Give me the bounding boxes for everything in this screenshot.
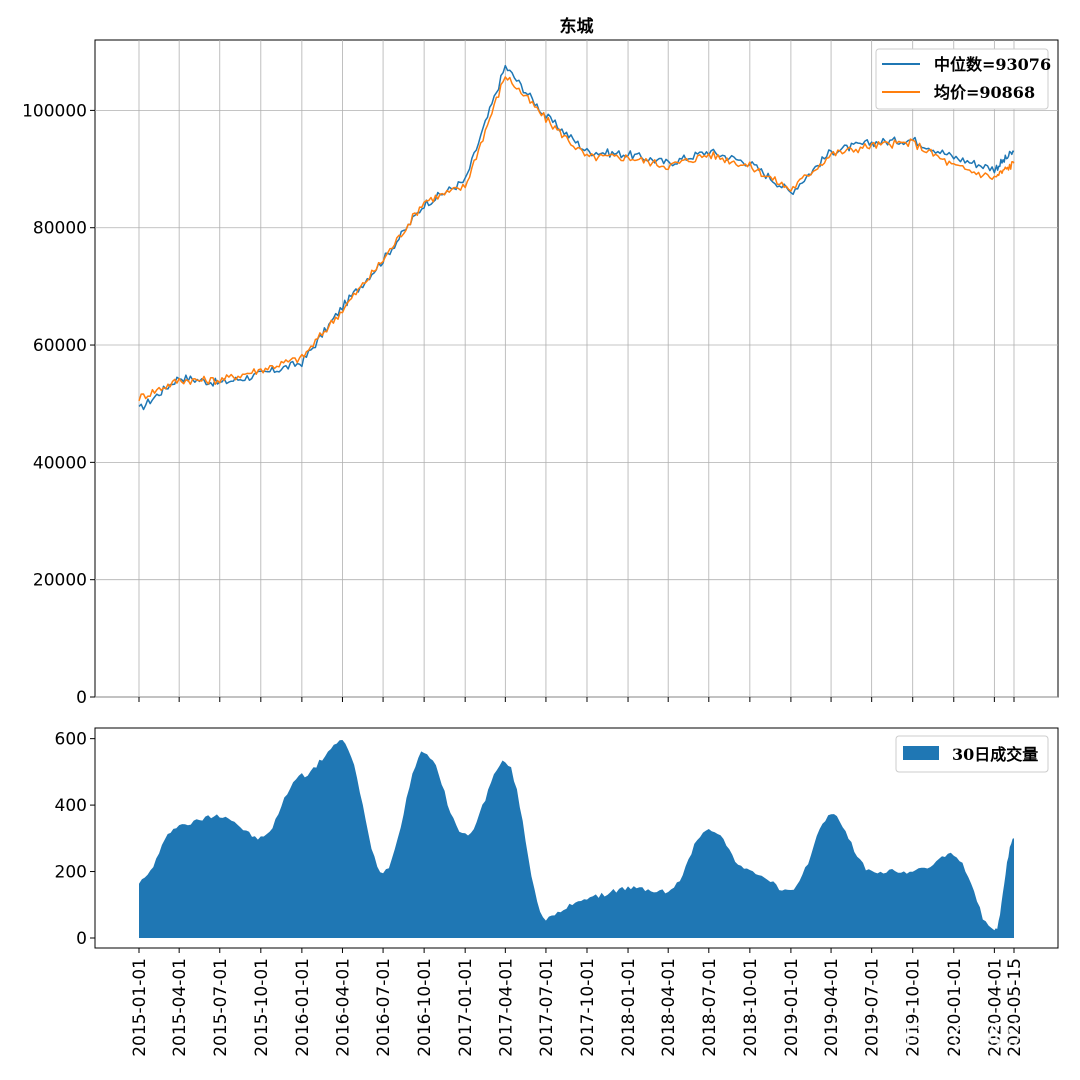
x-tick-label: 2015-10-01 <box>252 958 272 1057</box>
x-tick-label: 2019-01-01 <box>782 958 802 1057</box>
x-tick-label: 2015-04-01 <box>170 958 190 1057</box>
series-line-median <box>138 64 1015 411</box>
x-tick-label: 2016-04-01 <box>333 958 353 1057</box>
x-tick-label: 2017-01-01 <box>456 958 476 1057</box>
price-chart: 0 20000 40000 60000 80000 100000 东城 中位数=93076… <box>22 16 1059 708</box>
volume-chart-x-axis: 2015-01-01 2015-04-01 2015-07-01 2015-10-01… <box>130 948 1025 1057</box>
x-tick-label: 2018-10-01 <box>741 958 761 1057</box>
price-chart-legend: 中位数=93076 均价=90868 <box>875 48 1051 110</box>
x-tick-label: 2020-01-01 <box>945 958 965 1057</box>
y-tick-label: 0 <box>76 929 87 949</box>
x-tick-label: 2019-07-01 <box>863 958 883 1057</box>
volume-chart: 0 200 400 600 2015-01-01 2015-04-01 2015-07-0… <box>55 727 1059 1057</box>
volume-area-fill <box>139 740 1014 938</box>
x-tick-label: 2019-10-01 <box>904 958 924 1057</box>
series-line-mean <box>138 76 1015 402</box>
legend-label-mean: 均价=90868 <box>934 83 1035 102</box>
x-tick-label: 2015-07-01 <box>211 958 231 1057</box>
y-tick-label: 60000 <box>33 336 87 356</box>
legend-swatch-volume <box>903 746 939 760</box>
x-tick-label: 2018-07-01 <box>700 958 720 1057</box>
volume-chart-legend: 30日成交量 <box>895 735 1049 773</box>
volume-chart-y-axis: 0 200 400 600 <box>55 730 95 949</box>
x-tick-label: 2017-07-01 <box>537 958 557 1057</box>
x-tick-label: 2016-07-01 <box>374 958 394 1057</box>
x-tick-label: 2019-04-01 <box>822 958 842 1057</box>
y-tick-label: 20000 <box>33 571 87 591</box>
watermark: 知乎 @观澜 <box>882 1019 1042 1054</box>
y-tick-label: 200 <box>55 863 87 883</box>
volume-area <box>139 740 1014 938</box>
y-tick-label: 0 <box>76 688 87 708</box>
x-tick-label: 2018-01-01 <box>619 958 639 1057</box>
price-chart-lines <box>138 64 1015 411</box>
legend-label-volume: 30日成交量 <box>952 745 1038 764</box>
legend-label-median: 中位数=93076 <box>934 55 1051 74</box>
chart-title: 东城 <box>560 16 594 37</box>
x-tick-label: 2017-10-01 <box>578 958 598 1057</box>
x-tick-label: 2016-01-01 <box>293 958 313 1057</box>
x-tick-label: 2020-05-15 <box>1005 958 1025 1057</box>
y-tick-label: 400 <box>55 796 87 816</box>
volume-chart-frame <box>94 727 1059 949</box>
y-tick-label: 80000 <box>33 219 87 239</box>
x-tick-label: 2018-04-01 <box>659 958 679 1057</box>
x-tick-label: 2017-04-01 <box>496 958 516 1057</box>
legend-box <box>895 735 1049 773</box>
x-tick-label: 2020-04-01 <box>985 958 1005 1057</box>
x-tick-label: 2016-10-01 <box>415 958 435 1057</box>
y-tick-label: 600 <box>55 730 87 750</box>
y-tick-label: 40000 <box>33 453 87 473</box>
price-chart-y-axis: 0 20000 40000 60000 80000 100000 <box>22 101 95 708</box>
y-tick-label: 100000 <box>22 101 87 121</box>
x-tick-label: 2015-01-01 <box>130 958 150 1057</box>
